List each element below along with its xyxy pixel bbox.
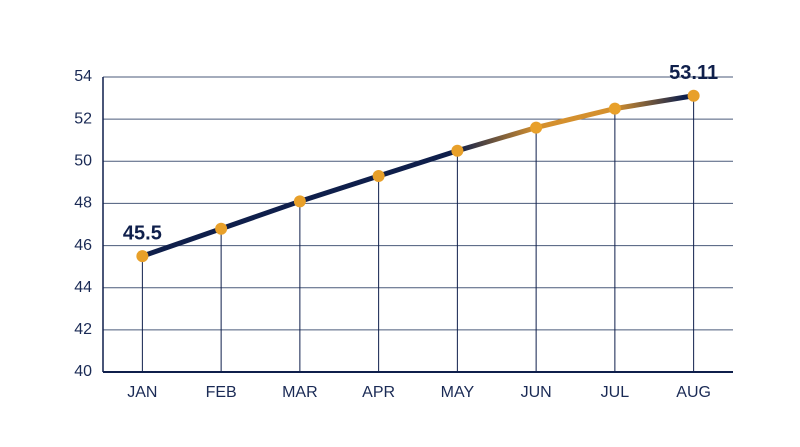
y-tick-label: 48 xyxy=(74,195,92,212)
y-tick-label: 42 xyxy=(74,321,92,338)
marker xyxy=(293,195,306,208)
y-tick-label: 54 xyxy=(74,68,92,85)
marker xyxy=(215,222,228,235)
x-tick-label: JUN xyxy=(521,384,552,401)
x-tick-label: FEB xyxy=(206,384,237,401)
marker xyxy=(687,89,700,102)
x-tick-label: MAR xyxy=(282,384,318,401)
x-tick-label: APR xyxy=(362,384,395,401)
marker xyxy=(451,144,464,157)
value-label: 45.5 xyxy=(123,222,162,244)
marker xyxy=(608,102,621,115)
y-tick-label: 40 xyxy=(74,363,92,380)
x-tick-label: JAN xyxy=(127,384,157,401)
marker xyxy=(136,250,149,263)
y-tick-label: 46 xyxy=(74,237,92,254)
line xyxy=(141,93,695,259)
x-tick-label: MAY xyxy=(441,384,475,401)
y-tick-label: 52 xyxy=(74,110,92,127)
marker xyxy=(372,170,385,183)
x-tick-label: AUG xyxy=(676,384,711,401)
y-tick-label: 50 xyxy=(74,153,92,170)
x-tick-label: JUL xyxy=(601,384,630,401)
y-tick-label: 44 xyxy=(74,279,92,296)
marker xyxy=(530,121,543,134)
value-label: 53.11 xyxy=(669,62,718,84)
